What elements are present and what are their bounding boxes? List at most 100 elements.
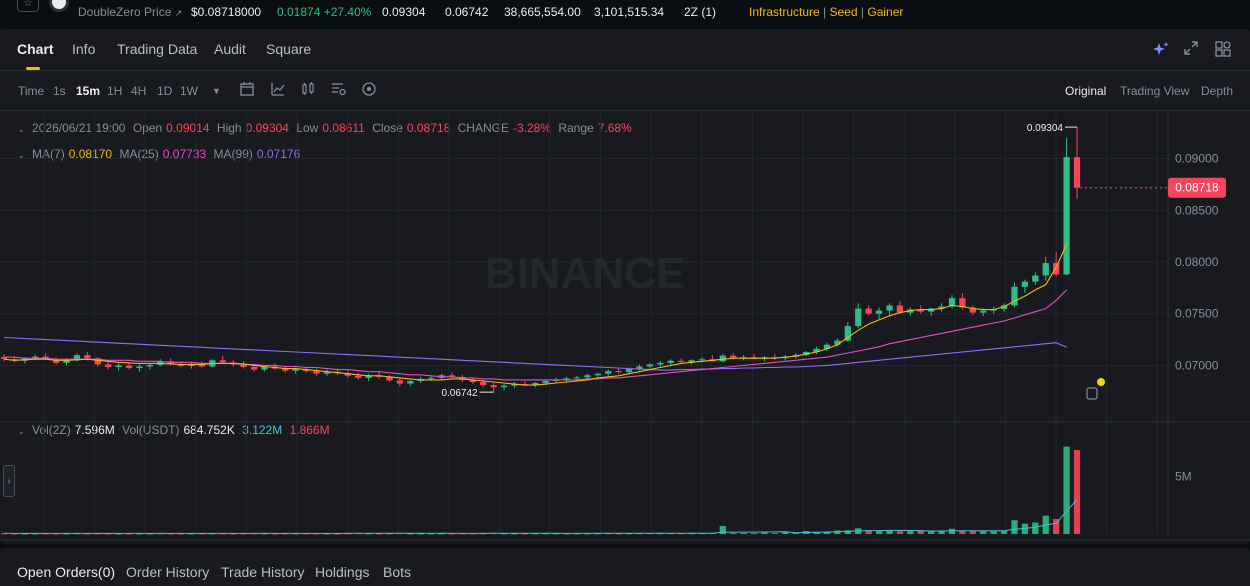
candle-body <box>115 365 122 367</box>
volume-bar <box>448 533 456 535</box>
volume-bar <box>719 525 726 534</box>
price-tick-label: 0.09000 <box>1175 152 1219 166</box>
collapse-ma-icon[interactable]: ⌄ <box>18 151 25 160</box>
chevron-right-icon: › <box>7 475 11 487</box>
open-value: 0.09014 <box>166 121 210 135</box>
candle-body <box>1042 263 1049 276</box>
interval-4h[interactable]: 4H <box>131 84 147 98</box>
candle-body <box>480 382 487 386</box>
volume-bar <box>21 533 28 535</box>
view-original[interactable]: Original <box>1065 84 1107 98</box>
price-tick-label: 0.08500 <box>1175 203 1219 217</box>
candle-body <box>542 380 549 384</box>
ma-lines-layer <box>3 244 1068 386</box>
volume-bar <box>813 531 820 534</box>
tab-audit[interactable]: Audit <box>214 41 246 57</box>
candle-body <box>667 360 674 363</box>
volume-bar <box>146 533 153 535</box>
view-trading-view[interactable]: Trading View <box>1120 84 1190 98</box>
candle-body <box>448 375 456 377</box>
tag-seed[interactable]: Seed <box>829 5 858 19</box>
chart-settings-icon[interactable] <box>331 81 347 97</box>
tag-separator: | <box>823 5 827 19</box>
candle-body <box>1063 157 1070 275</box>
candle-body <box>396 380 403 384</box>
candle-body <box>938 306 945 309</box>
candle-body <box>146 364 153 367</box>
favorite-star-button[interactable]: ☆ <box>17 0 39 12</box>
volume-bar <box>740 533 747 535</box>
collapse-volume-icon[interactable]: ⌄ <box>18 427 25 436</box>
active-tab-indicator <box>26 67 40 70</box>
ai-sparkle-icon[interactable] <box>1153 41 1169 57</box>
tab-bots[interactable]: Bots <box>383 564 412 580</box>
target-icon[interactable] <box>361 81 377 97</box>
candle-body <box>834 340 841 345</box>
token-name-text: DoubleZero Price <box>78 5 172 19</box>
expand-icon[interactable] <box>1184 41 1198 55</box>
tab-trade-history[interactable]: Trade History <box>221 564 305 580</box>
candle-body <box>573 377 581 379</box>
tab-order-history[interactable]: Order History <box>126 564 210 580</box>
ma7-line <box>3 244 1068 386</box>
ticker-high: 0.09304 <box>382 5 426 19</box>
vol-ma-2-value: 1.866M <box>289 423 330 437</box>
candle-type-icon[interactable] <box>300 81 316 97</box>
volume-bar <box>969 531 976 534</box>
collapse-legend-icon[interactable]: ⌄ <box>18 125 25 134</box>
interval-1h[interactable]: 1H <box>107 84 123 98</box>
tab-square[interactable]: Square <box>266 41 312 57</box>
current-price-label: 0.08718 <box>1175 181 1219 195</box>
tab-open-orders[interactable]: Open Orders(0) <box>17 564 116 580</box>
tag-infrastructure[interactable]: Infrastructure <box>749 5 820 19</box>
candle-body <box>657 362 664 365</box>
volume-bar <box>917 531 924 534</box>
interval-1d[interactable]: 1D <box>157 84 173 98</box>
candles-layer <box>0 127 1081 393</box>
price-chart[interactable]: BINANCE 0.09000 0.08500 0.08000 0.07500 0.07… <box>0 112 1250 549</box>
candle-body <box>250 367 258 370</box>
volume-bar <box>896 531 904 534</box>
volume-bar <box>136 533 143 535</box>
interval-1w[interactable]: 1W <box>180 84 198 98</box>
tab-holdings[interactable]: Holdings <box>315 564 370 580</box>
tab-chart[interactable]: Chart <box>17 41 54 57</box>
ma99-value: 0.07176 <box>256 147 301 161</box>
volume-bar <box>365 533 372 535</box>
interval-15m[interactable]: 15m <box>76 84 101 98</box>
binance-watermark: BINANCE <box>485 249 685 298</box>
volume-bars-layer <box>0 446 1081 535</box>
tag-gainer[interactable]: Gainer <box>867 5 904 19</box>
ma7-value: 0.08170 <box>68 147 113 161</box>
volume-bar <box>1063 446 1070 534</box>
event-dot-icon <box>1097 378 1105 386</box>
chart-tabs: Chart Info Trading Data Audit Square <box>0 29 1250 71</box>
volume-bar <box>823 531 831 534</box>
tab-trading-data[interactable]: Trading Data <box>117 41 198 57</box>
ma99-label: MA(99) <box>213 147 253 161</box>
candle-body <box>959 298 966 308</box>
tab-info[interactable]: Info <box>72 41 96 57</box>
calendar-icon[interactable] <box>239 81 255 97</box>
candle-body <box>198 364 206 367</box>
indicator-chart-icon[interactable] <box>270 81 286 97</box>
side-panel-handle[interactable]: › <box>3 465 15 497</box>
candle-body <box>615 371 622 373</box>
ticker-holders[interactable]: 2Z (1) <box>684 5 717 19</box>
candle-body <box>323 371 331 374</box>
vol-label: Vol(2Z) <box>32 423 71 437</box>
price-tick-label: 0.07000 <box>1175 358 1219 372</box>
volume-bar <box>678 533 685 535</box>
token-name[interactable]: DoubleZero Price ↗ <box>78 5 182 19</box>
candle-body <box>678 360 685 362</box>
more-intervals-dropdown-icon[interactable]: ▼ <box>212 86 221 96</box>
open-label: Open <box>132 121 163 135</box>
volume-bar <box>865 530 872 534</box>
view-depth[interactable]: Depth <box>1201 84 1234 98</box>
layout-grid-icon[interactable] <box>1215 41 1231 57</box>
interval-1s[interactable]: 1s <box>53 84 66 98</box>
volume-bar <box>11 533 18 535</box>
candle-body <box>73 355 81 361</box>
volume-bar <box>323 533 331 535</box>
coin-logo <box>49 0 69 12</box>
